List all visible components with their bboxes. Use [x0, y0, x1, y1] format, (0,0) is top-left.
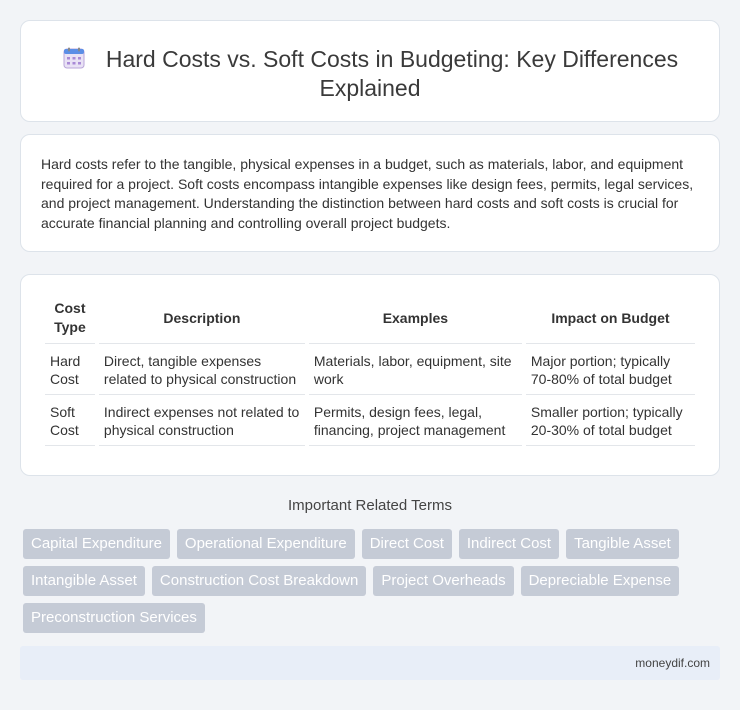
footer-site[interactable]: moneydif.com [635, 656, 710, 670]
tag-indirect-cost[interactable]: Indirect Cost [458, 529, 560, 559]
tag-operational-expenditure[interactable]: Operational Expenditure [176, 529, 355, 559]
table-header-row: Cost Type Description Examples Impact on… [45, 297, 695, 344]
header-impact: Impact on Budget [525, 297, 695, 344]
header-cost-type: Cost Type [45, 297, 95, 344]
tag-direct-cost[interactable]: Direct Cost [361, 529, 452, 559]
related-terms-list: Capital Expenditure Operational Expendit… [23, 529, 723, 633]
comparison-table: Cost Type Description Examples Impact on… [41, 295, 699, 448]
cell-cost-type: Hard Cost [45, 346, 95, 395]
tag-intangible-asset[interactable]: Intangible Asset [23, 566, 145, 596]
header-description: Description [98, 297, 305, 344]
cell-impact: Smaller portion; typically 20-30% of tot… [525, 397, 695, 446]
cell-examples: Materials, labor, equipment, site work [308, 346, 522, 395]
page-title-wrap: Hard Costs vs. Soft Costs in Budgeting: … [41, 45, 699, 103]
intro-paragraph: Hard costs refer to the tangible, physic… [41, 156, 694, 231]
tag-construction-cost-breakdown[interactable]: Construction Cost Breakdown [151, 566, 367, 596]
tag-project-overheads[interactable]: Project Overheads [373, 566, 514, 596]
cell-description: Direct, tangible expenses related to phy… [98, 346, 305, 395]
table-row: Soft Cost Indirect expenses not related … [45, 397, 695, 446]
calendar-icon [63, 47, 85, 69]
cell-examples: Permits, design fees, legal, financing, … [308, 397, 522, 446]
intro-card: Hard costs refer to the tangible, physic… [20, 134, 720, 252]
header-examples: Examples [308, 297, 522, 344]
table-card: Cost Type Description Examples Impact on… [20, 274, 720, 476]
tag-depreciable-expense[interactable]: Depreciable Expense [520, 566, 680, 596]
cell-description: Indirect expenses not related to physica… [98, 397, 305, 446]
tag-preconstruction-services[interactable]: Preconstruction Services [23, 603, 205, 633]
tag-tangible-asset[interactable]: Tangible Asset [566, 529, 679, 559]
footer: moneydif.com [20, 646, 720, 680]
cell-cost-type: Soft Cost [45, 397, 95, 446]
tag-capital-expenditure[interactable]: Capital Expenditure [23, 529, 170, 559]
table-row: Hard Cost Direct, tangible expenses rela… [45, 346, 695, 395]
title-card: Hard Costs vs. Soft Costs in Budgeting: … [20, 20, 720, 122]
page-title: Hard Costs vs. Soft Costs in Budgeting: … [105, 46, 679, 101]
related-terms-title: Important Related Terms [288, 497, 452, 514]
cell-impact: Major portion; typically 70-80% of total… [525, 346, 695, 395]
